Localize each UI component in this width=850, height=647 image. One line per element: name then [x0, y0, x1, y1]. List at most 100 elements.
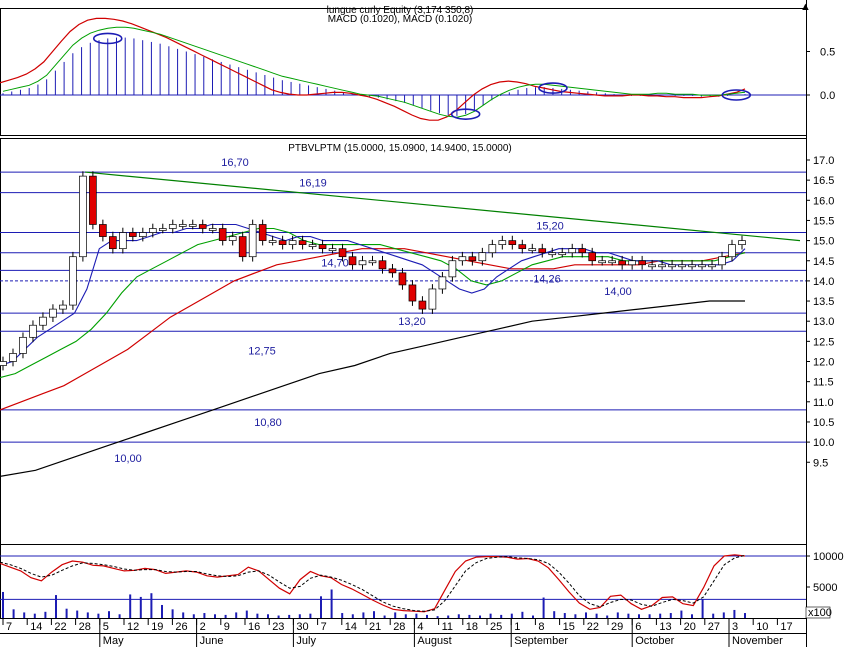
candle-body — [298, 240, 307, 245]
candle-body — [608, 260, 616, 264]
candle-body — [618, 260, 626, 266]
month-label: August — [417, 635, 451, 647]
candle-body — [248, 224, 257, 258]
candle-body — [498, 240, 507, 245]
date-tick-label: 14 — [30, 621, 42, 633]
candle-body — [508, 240, 517, 245]
price-level-label: 14,26 — [533, 273, 561, 285]
price-y-tick-label: 15.0 — [813, 236, 834, 248]
stoch-d-line — [0, 554, 746, 612]
panel-frames — [0, 0, 807, 647]
price-level-label: 14,00 — [604, 286, 632, 298]
date-tick-label: 28 — [79, 621, 91, 633]
volume-unit-label: x100 — [808, 607, 832, 619]
candle-body — [488, 244, 497, 254]
price-y-tick-label: 13.5 — [813, 296, 834, 308]
candle-body — [318, 244, 327, 250]
stoch-k-line — [0, 554, 746, 613]
date-tick-label: 2 — [200, 621, 206, 633]
candle-body — [378, 260, 387, 270]
date-tick-label: 7 — [6, 621, 12, 633]
price-level-label: 16,70 — [221, 157, 249, 169]
price-y-tick-label: 10.5 — [813, 417, 834, 429]
date-tick-label: 9 — [224, 621, 230, 633]
price-y-tick-label: 10.0 — [813, 437, 834, 449]
candle-body — [668, 264, 676, 268]
candle-body — [388, 268, 397, 274]
candle-body — [398, 272, 407, 286]
candle-body — [578, 248, 587, 254]
candle-body — [59, 304, 67, 310]
candle-body — [568, 248, 577, 254]
candle-body — [728, 244, 736, 258]
price-y-tick-label: 11.5 — [813, 377, 834, 389]
candle-body — [218, 228, 227, 241]
candle-body — [258, 224, 267, 241]
date-tick-label: 6 — [635, 621, 641, 633]
price-title: PTBVLPTM (15.0000, 15.0900, 14.9400, 15.… — [288, 143, 512, 154]
candle-body — [178, 224, 187, 227]
candle-body — [738, 240, 746, 245]
date-tick-label: 30 — [296, 621, 308, 633]
macd-panel: 0.5 0.0 — [0, 17, 835, 121]
candle-body — [358, 260, 367, 266]
candle-body — [598, 260, 607, 264]
candle-body — [49, 308, 57, 318]
date-tick-label: 1 — [514, 621, 520, 633]
candle-body — [158, 228, 167, 231]
candle-body — [648, 264, 656, 268]
price-panel: 16,70 16,19 15,20 14,70 14,26 14,00 13,20 12,75… — [0, 155, 834, 477]
date-tick-label: 8 — [538, 621, 544, 633]
candle-body — [19, 336, 27, 354]
macd-highlight-circle — [721, 89, 752, 101]
candle-body — [518, 244, 527, 250]
volume-unit-box — [805, 606, 831, 619]
candle-body — [338, 248, 347, 258]
candle-body — [348, 256, 357, 266]
ma-mid-line — [0, 227, 746, 379]
date-tick-label: 4 — [417, 621, 423, 633]
date-tick-label: 17 — [780, 621, 792, 633]
macd-highlight-circle — [450, 108, 481, 120]
candle-body — [208, 228, 217, 231]
volume-y-tick-label: 5000 — [813, 582, 837, 594]
candle-body — [588, 252, 597, 262]
candle-body — [678, 264, 686, 268]
candle-body — [438, 276, 447, 290]
candle-body — [558, 252, 567, 256]
date-tick-label: 26 — [175, 621, 187, 633]
macd-highlight-circle — [92, 32, 123, 45]
date-tick-label: 23 — [272, 621, 284, 633]
candle-body — [198, 224, 207, 229]
date-tick-label: 18 — [466, 621, 478, 633]
trend-line — [84, 171, 801, 242]
price-y-tick-label: 13.0 — [813, 316, 834, 328]
candle-body — [718, 256, 726, 266]
price-y-tick-label: 11.0 — [813, 397, 834, 409]
candle-body — [268, 240, 277, 243]
candle-body — [168, 224, 177, 229]
macd-y-tick-label: 0.0 — [820, 90, 835, 102]
month-label: May — [103, 635, 124, 647]
candle-body — [119, 232, 127, 250]
date-tick-label: 14 — [345, 621, 357, 633]
macd-signal-line — [0, 17, 746, 121]
date-tick-label: 29 — [611, 621, 623, 633]
month-label: July — [296, 635, 316, 647]
candle-body — [39, 316, 47, 326]
candle-body — [628, 260, 636, 266]
price-level-label: 12,75 — [248, 345, 276, 357]
candle-body — [708, 264, 716, 268]
date-tick-label: 21 — [369, 621, 381, 633]
candle-body — [148, 228, 157, 233]
macd-title: MACD (0.1020), MACD (0.1020) — [328, 14, 473, 25]
candle-body — [638, 260, 646, 266]
candle-body — [418, 300, 427, 310]
price-level-label: 15,20 — [536, 221, 564, 233]
scroll-up-icon[interactable]: ▲ — [800, 1, 811, 13]
price-level-label: 13,20 — [398, 316, 426, 328]
price-y-tick-label: 16.0 — [813, 195, 834, 207]
candle-body — [9, 353, 17, 362]
